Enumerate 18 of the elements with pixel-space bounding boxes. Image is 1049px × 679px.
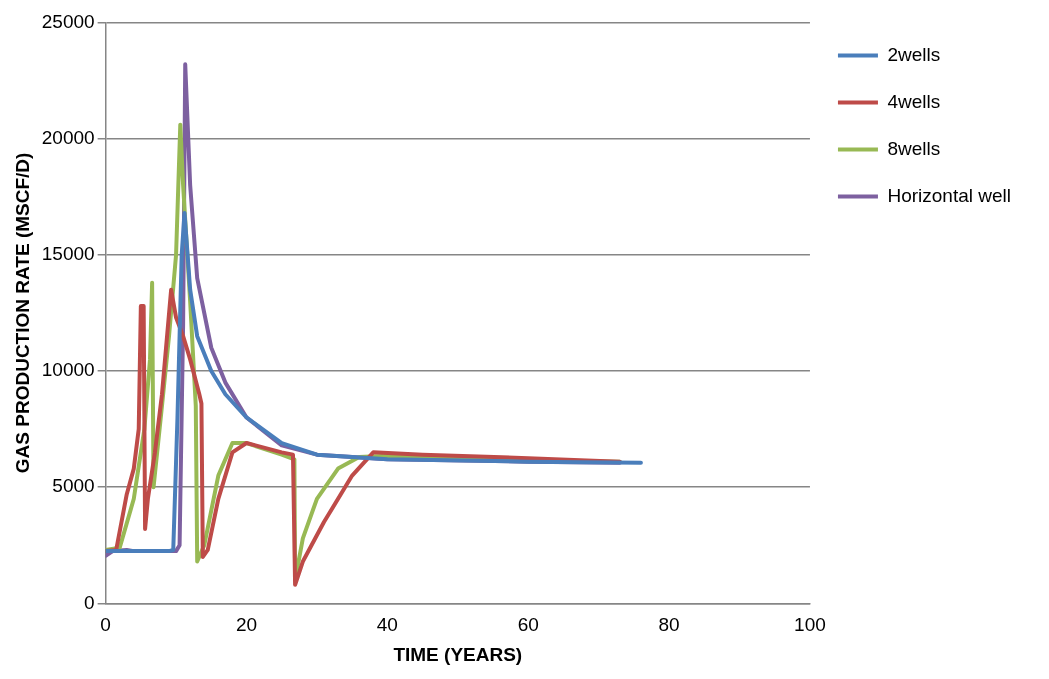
y-tick-label: 5000	[52, 475, 95, 497]
y-tick-label: 25000	[41, 10, 95, 32]
y-axis-title: GAS PRODUCTION RATE (MSCF/D)	[11, 152, 33, 474]
x-axis-title: TIME (YEARS)	[393, 643, 523, 665]
y-tick-label: 20000	[41, 126, 95, 148]
legend-label: Horizontal well	[887, 184, 1011, 206]
x-tick-label: 80	[658, 614, 680, 636]
x-tick-label: 20	[235, 614, 258, 636]
legend-label: 2wells	[887, 43, 941, 65]
x-tick-label: 0	[100, 614, 111, 636]
legend-label: 8wells	[887, 137, 941, 159]
x-tick-label: 100	[794, 614, 826, 636]
x-tick-label: 60	[517, 614, 539, 636]
y-tick-label: 0	[84, 591, 95, 613]
y-tick-label: 10000	[41, 359, 95, 381]
x-tick-label: 40	[376, 614, 398, 636]
y-tick-label: 15000	[41, 243, 95, 265]
legend-label: 4wells	[887, 90, 941, 112]
